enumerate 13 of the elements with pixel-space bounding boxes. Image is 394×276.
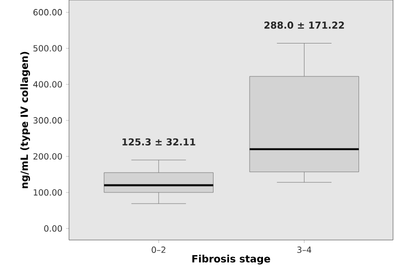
annotation: 125.3 ± 32.11 (122, 138, 196, 146)
x-tick-label: 3–4 (297, 246, 312, 253)
y-tick-label: 200.00 (33, 153, 62, 160)
x-tick-label: 0–2 (152, 246, 166, 253)
y-tick-label: 0.00 (44, 225, 62, 232)
x-axis-title: Fibrosis stage (192, 254, 270, 264)
y-tick-label: 100.00 (34, 189, 62, 196)
annotation: 288.0 ± 171.22 (264, 22, 344, 29)
y-tick-label: 500.00 (34, 45, 62, 52)
y-tick-label: 600.00 (33, 9, 62, 16)
y-tick-label: 300.00 (33, 117, 62, 124)
y-axis-title: ng/mL (type IV collagen) (20, 52, 30, 188)
y-tick-label: 400.00 (33, 81, 62, 88)
